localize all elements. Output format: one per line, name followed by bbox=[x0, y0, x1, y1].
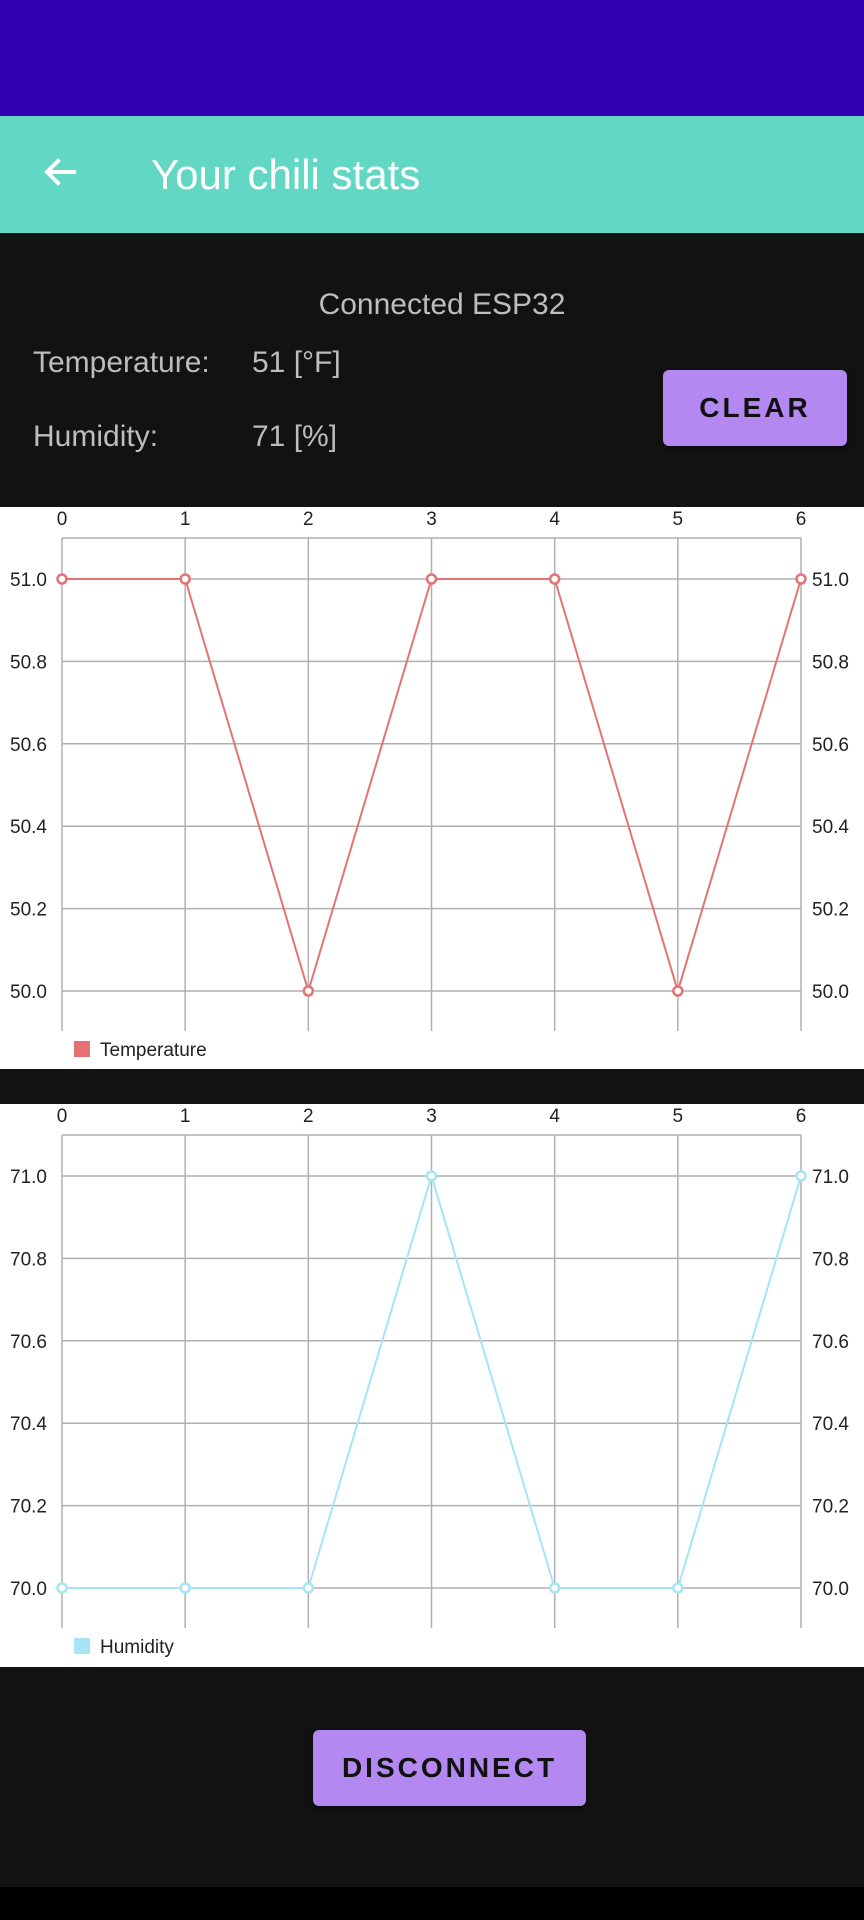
navigation-bar bbox=[0, 1887, 864, 1920]
temperature-chart-svg: 0 1 2 3 4 5 6 50.0 50.0 50.2 50.2 50.4 50.4 50.6 50.6 5… bbox=[10, 509, 849, 1061]
page-title: Your chili stats bbox=[151, 151, 421, 198]
x-tick-label: 0 bbox=[57, 509, 68, 530]
y-tick-label-left: 70.6 bbox=[10, 1332, 47, 1353]
y-tick-label-left: 50.8 bbox=[10, 652, 47, 673]
temperature-label: Temperature: bbox=[33, 346, 210, 379]
legend-swatch bbox=[74, 1638, 90, 1654]
data-point bbox=[548, 573, 561, 585]
x-tick-label: 6 bbox=[796, 509, 807, 530]
data-point bbox=[425, 573, 438, 585]
data-point bbox=[179, 1582, 191, 1594]
y-tick-label-right: 70.4 bbox=[812, 1414, 849, 1435]
x-tick-label: 3 bbox=[426, 509, 437, 530]
data-point bbox=[795, 1170, 807, 1182]
y-tick-label-right: 50.0 bbox=[812, 982, 849, 1003]
y-tick-label-left: 70.4 bbox=[10, 1414, 47, 1435]
x-tick-label: 4 bbox=[549, 1106, 560, 1127]
y-tick-label-left: 50.2 bbox=[10, 900, 47, 921]
legend-label: Temperature bbox=[100, 1040, 207, 1061]
disconnect-button[interactable]: DISCONNECT bbox=[313, 1730, 586, 1806]
humidity-value: 71 [%] bbox=[252, 420, 338, 453]
data-point bbox=[302, 1582, 315, 1594]
humidity-chart-svg: 0 1 2 3 4 5 6 70.0 70.0 70.2 70.2 70.4 70.4 70.6 70.6 7… bbox=[10, 1106, 849, 1658]
y-tick-label-right: 70.0 bbox=[812, 1579, 849, 1600]
humidity-label: Humidity: bbox=[33, 420, 159, 453]
y-tick-label-right: 70.8 bbox=[812, 1249, 849, 1270]
app-bar: Your chili stats bbox=[0, 116, 864, 233]
humidity-chart: 0 1 2 3 4 5 6 70.0 70.0 70.2 70.2 70.4 70.4 70.6 70.6 7… bbox=[0, 1104, 864, 1667]
y-tick-label-right: 70.6 bbox=[812, 1332, 849, 1353]
arrow-left-icon bbox=[40, 152, 80, 197]
data-point bbox=[672, 1582, 684, 1594]
connection-status: Connected ESP32 bbox=[318, 288, 566, 321]
status-bar bbox=[0, 0, 864, 116]
x-tick-label: 2 bbox=[303, 1106, 314, 1127]
y-tick-label-right: 50.6 bbox=[812, 735, 849, 756]
chart-divider bbox=[0, 1069, 864, 1104]
y-tick-label-left: 70.0 bbox=[10, 1579, 47, 1600]
sensor-panel: Connected ESP32 Temperature: 51 [°F] Hum… bbox=[0, 233, 864, 507]
x-tick-label: 0 bbox=[57, 1106, 68, 1127]
legend-label: Humidity bbox=[100, 1637, 174, 1658]
legend-swatch bbox=[74, 1041, 90, 1057]
temperature-chart: 0 1 2 3 4 5 6 50.0 50.0 50.2 50.2 50.4 50.4 50.6 50.6 5… bbox=[0, 507, 864, 1069]
x-tick-label: 5 bbox=[673, 509, 684, 530]
y-tick-label-left: 70.8 bbox=[10, 1249, 47, 1270]
data-point bbox=[425, 1170, 438, 1182]
x-tick-label: 6 bbox=[796, 1106, 807, 1127]
y-tick-label-left: 50.6 bbox=[10, 735, 47, 756]
data-point bbox=[56, 573, 68, 585]
x-tick-label: 3 bbox=[426, 1106, 437, 1127]
x-tick-label: 1 bbox=[180, 509, 191, 530]
y-tick-label-right: 50.8 bbox=[812, 652, 849, 673]
y-tick-label-left: 71.0 bbox=[10, 1167, 47, 1188]
x-tick-label: 1 bbox=[180, 1106, 191, 1127]
back-button[interactable] bbox=[30, 144, 90, 204]
data-point bbox=[548, 1582, 561, 1594]
data-point bbox=[56, 1582, 68, 1594]
x-tick-label: 4 bbox=[549, 509, 560, 530]
y-tick-label-right: 71.0 bbox=[812, 1167, 849, 1188]
bottom-bar: DISCONNECT bbox=[0, 1667, 864, 1887]
x-tick-label: 5 bbox=[673, 1106, 684, 1127]
temperature-value: 51 [°F] bbox=[252, 346, 341, 379]
y-tick-label-left: 70.2 bbox=[10, 1497, 47, 1518]
y-tick-label-right: 70.2 bbox=[812, 1497, 849, 1518]
data-point bbox=[795, 573, 807, 585]
y-tick-label-left: 50.4 bbox=[10, 817, 47, 838]
y-tick-label-left: 51.0 bbox=[10, 570, 47, 591]
clear-button[interactable]: CLEAR bbox=[663, 370, 847, 446]
y-tick-label-right: 50.4 bbox=[812, 817, 849, 838]
data-point bbox=[302, 985, 315, 997]
y-tick-label-right: 50.2 bbox=[812, 900, 849, 921]
x-tick-label: 2 bbox=[303, 509, 314, 530]
y-tick-label-left: 50.0 bbox=[10, 982, 47, 1003]
data-point bbox=[672, 985, 684, 997]
y-tick-label-right: 51.0 bbox=[812, 570, 849, 591]
data-point bbox=[179, 573, 191, 585]
